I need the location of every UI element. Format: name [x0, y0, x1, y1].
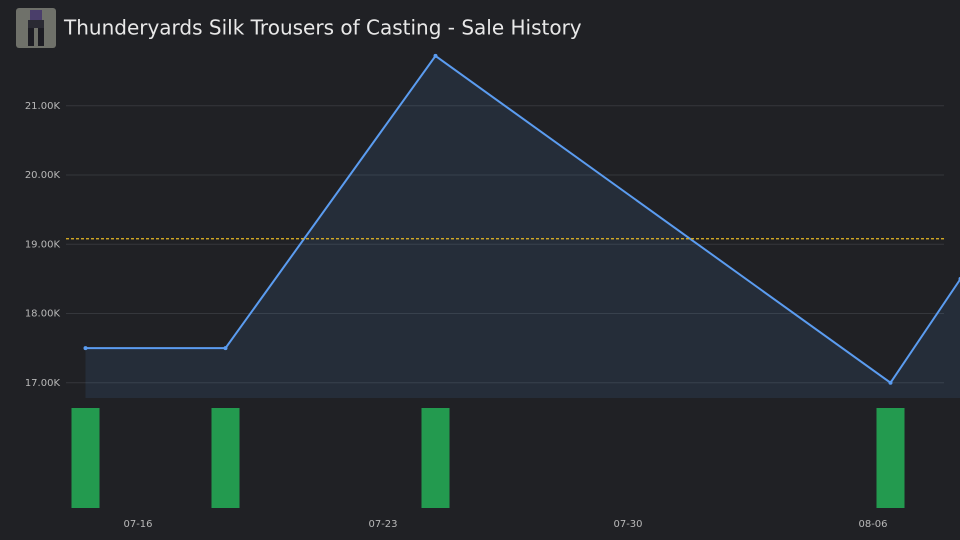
price-area	[85, 55, 960, 398]
x-tick-label: 08-06	[858, 519, 887, 530]
volume-bar	[71, 408, 100, 508]
price-point	[433, 53, 438, 58]
price-point	[83, 346, 88, 351]
y-tick-label: 19.00K	[25, 239, 61, 250]
y-tick-label: 20.00K	[25, 170, 61, 181]
volume-bar	[421, 408, 450, 508]
title: Thunderyards Silk Trousers of Casting - …	[63, 16, 582, 40]
x-tick-label: 07-30	[613, 519, 642, 530]
volume-bar	[876, 408, 905, 508]
item-icon	[16, 8, 56, 48]
price-point	[888, 380, 893, 385]
volume-bar	[211, 408, 240, 508]
y-tick-label: 18.00K	[25, 309, 61, 320]
y-tick-label: 21.00K	[25, 101, 61, 112]
x-tick-label: 07-23	[368, 519, 397, 530]
price-point	[223, 346, 228, 351]
x-tick-label: 07-16	[123, 519, 152, 530]
y-tick-label: 17.00K	[25, 378, 61, 389]
